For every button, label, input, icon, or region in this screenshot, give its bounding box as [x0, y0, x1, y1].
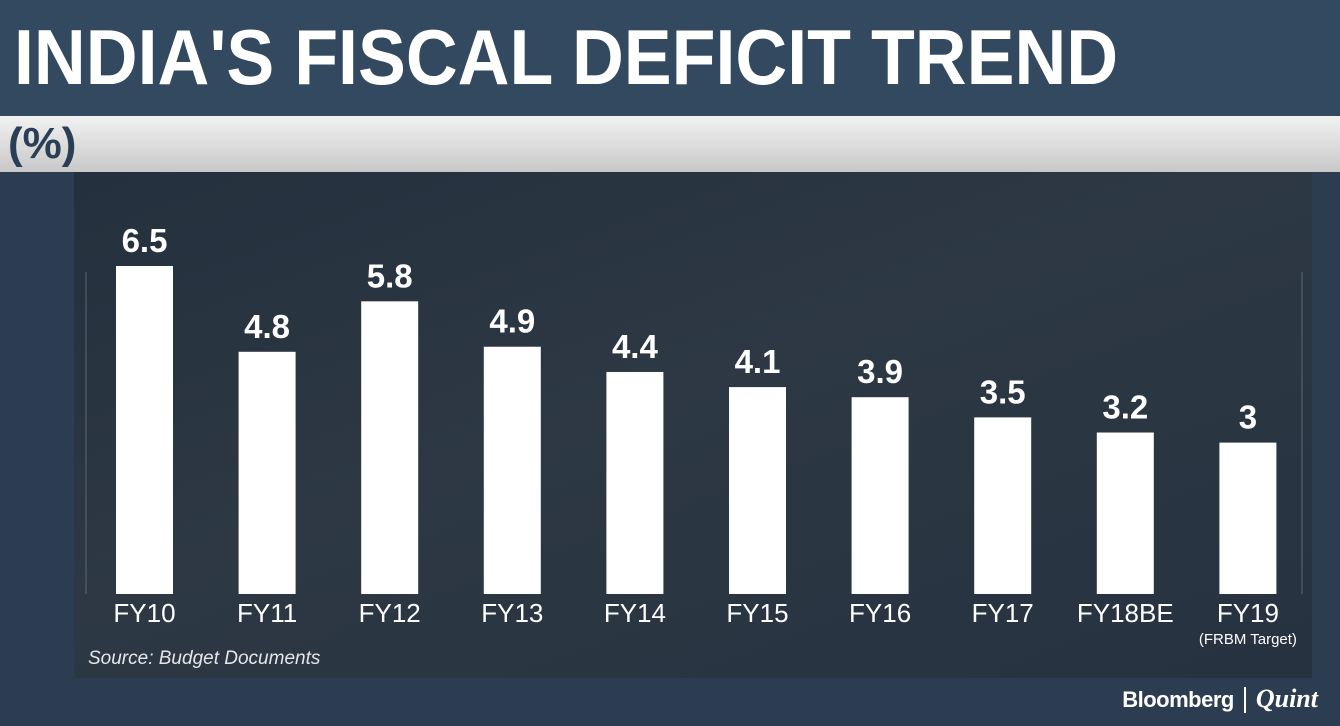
- bar-fy15: [729, 387, 786, 594]
- bar-fy12: [361, 301, 419, 594]
- bar-fy17: [974, 417, 1032, 594]
- brand-logo: Bloomberg Quint: [1122, 684, 1318, 714]
- x-tick-fy17: FY17: [972, 598, 1034, 628]
- bar-fy16: [851, 397, 909, 594]
- source-note: Source: Budget Documents: [88, 648, 321, 669]
- unit-bar: (%): [0, 116, 1340, 172]
- brand-bloomberg: Bloomberg: [1122, 687, 1234, 712]
- x-tick-fy14: FY14: [604, 598, 666, 628]
- data-label-fy11: 4.8: [244, 308, 290, 345]
- x-tick-fy11: FY11: [237, 598, 297, 628]
- bar-fy11: [238, 351, 296, 594]
- brand-divider: [1243, 687, 1246, 713]
- bar-fy18be: [1096, 432, 1154, 594]
- x-tick-note-fy19: (FRBM Target): [1199, 631, 1297, 648]
- data-label-fy18be: 3.2: [1102, 389, 1148, 426]
- data-label-fy12: 5.8: [367, 257, 413, 294]
- x-tick-fy12: FY12: [359, 598, 421, 628]
- x-tick-fy16: FY16: [849, 598, 911, 628]
- data-label-fy10: 6.5: [122, 222, 168, 259]
- chart-panel: 6.5 FY10 4.8 FY11 5.8 FY12 4.9 FY13 4.4 FY14 4.1 FY…: [74, 172, 1312, 678]
- data-label-fy15: 4.1: [735, 343, 781, 380]
- x-tick-fy18be: FY18BE: [1077, 598, 1174, 628]
- data-label-fy17: 3.5: [980, 373, 1026, 410]
- bar-fy13: [483, 346, 541, 594]
- brand-quint: Quint: [1255, 684, 1318, 713]
- x-tick-fy13: FY13: [481, 598, 543, 628]
- data-label-fy19: 3: [1239, 399, 1257, 436]
- data-label-fy13: 4.9: [489, 303, 535, 340]
- bar-fy19: [1219, 442, 1277, 594]
- bar-chart: 6.5 FY10 4.8 FY11 5.8 FY12 4.9 FY13 4.4 FY14 4.1 FY…: [85, 222, 1303, 648]
- bar-fy14: [606, 371, 664, 594]
- unit-label: (%): [8, 119, 77, 168]
- data-label-fy14: 4.4: [612, 328, 659, 365]
- data-label-fy16: 3.9: [857, 353, 903, 390]
- x-tick-fy19: FY19: [1217, 598, 1279, 628]
- x-tick-fy10: FY10: [113, 598, 175, 628]
- bar-fy10: [116, 266, 173, 594]
- title-bar: INDIA'S FISCAL DEFICIT TREND: [0, 0, 1340, 116]
- chart-title: INDIA'S FISCAL DEFICIT TREND: [14, 13, 1119, 101]
- x-tick-fy15: FY15: [726, 598, 788, 628]
